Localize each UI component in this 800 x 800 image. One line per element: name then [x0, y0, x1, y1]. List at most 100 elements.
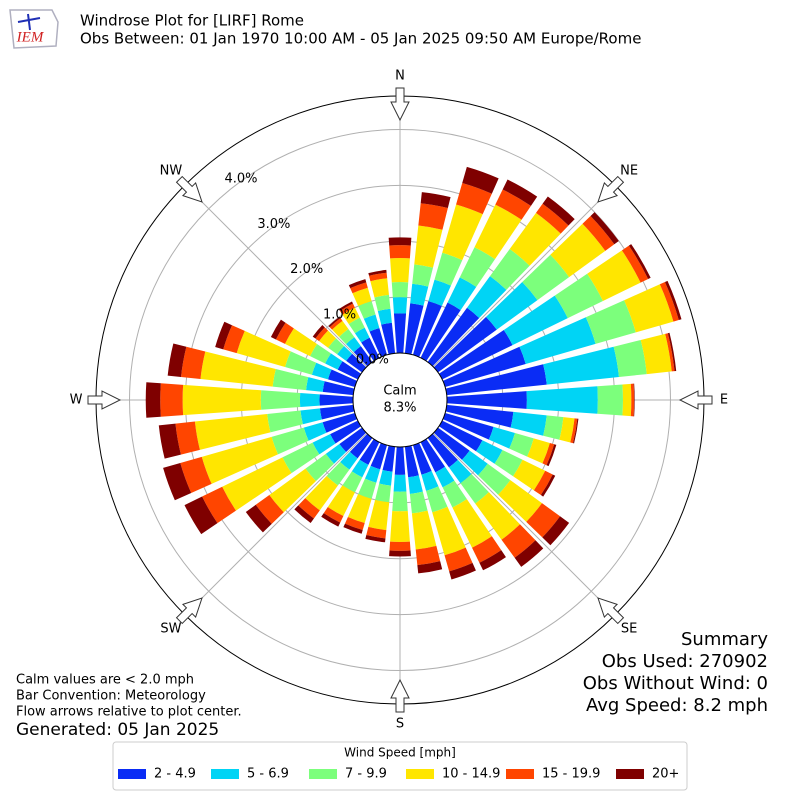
bar-segment	[381, 322, 396, 355]
bar-segment	[427, 433, 458, 468]
bar-segment	[526, 503, 561, 538]
bar-segment	[346, 337, 361, 353]
bar-segment	[519, 317, 596, 364]
flow-arrow	[597, 175, 625, 203]
arrow-shape	[678, 390, 713, 410]
bar-segment	[404, 303, 424, 355]
bar-segment	[180, 456, 212, 493]
bar-segment	[349, 433, 373, 459]
bar-segment	[434, 252, 463, 286]
bar-segment	[630, 383, 635, 417]
bar-segment	[315, 327, 329, 342]
bar-segment	[322, 412, 358, 433]
bar-segment	[390, 510, 410, 542]
bar-segment	[414, 225, 443, 268]
bar-segment	[659, 282, 679, 322]
bar-segment	[420, 192, 451, 209]
bar-segment	[389, 245, 411, 259]
flow-arrow	[390, 678, 410, 713]
legend-swatch	[506, 769, 534, 779]
bar-segment	[503, 295, 568, 346]
bar-segment	[350, 282, 368, 294]
bar-segment	[321, 513, 341, 527]
bar-segment	[514, 540, 544, 567]
bar-segment	[270, 319, 286, 340]
bar-segment	[472, 536, 502, 563]
bar-segment	[442, 346, 526, 388]
bar-segment	[442, 480, 467, 508]
bar-segment	[393, 313, 407, 354]
bar-segment	[570, 418, 578, 444]
bar-segment	[312, 434, 336, 455]
bar-segment	[542, 442, 555, 466]
bar-segment	[475, 492, 520, 540]
bar-segment	[526, 386, 598, 414]
bar-segment	[245, 504, 272, 533]
bar-segment	[284, 328, 318, 357]
calm-circle	[352, 352, 448, 448]
bar-segment	[303, 422, 327, 441]
bar-segment	[369, 327, 388, 358]
bar-segment	[447, 277, 477, 311]
bar-segment	[412, 442, 432, 475]
bar-segment	[348, 279, 367, 289]
bar-segment	[412, 301, 442, 358]
bar-segment	[452, 499, 492, 548]
bar-segment	[327, 485, 355, 517]
bar-segment	[420, 438, 446, 473]
bar-segment	[640, 333, 672, 375]
bar-segment	[597, 384, 623, 416]
legend-label: 5 - 6.9	[247, 767, 289, 782]
arrow-shape	[175, 175, 203, 203]
radial-grid-line	[184, 432, 368, 616]
bar-segment	[358, 478, 377, 499]
bar-segment	[501, 524, 536, 558]
legend-label: 7 - 9.9	[345, 767, 387, 782]
chart-title: Windrose Plot for [LIRF] Rome	[80, 12, 304, 30]
bar-segment	[426, 486, 448, 513]
bar-segment	[445, 364, 547, 396]
bar-segment	[322, 381, 355, 396]
bar-segment	[269, 468, 316, 513]
bar-segment	[305, 453, 335, 482]
bar-segment	[590, 212, 619, 245]
bar-segment	[352, 287, 372, 307]
bar-segment	[542, 196, 575, 226]
legend-label: 10 - 14.9	[442, 767, 500, 782]
bar-segment	[535, 203, 569, 234]
bar-segment	[370, 442, 388, 470]
bar-segment	[330, 420, 362, 444]
calm-value: 8.3%	[383, 401, 416, 416]
bar-segment	[327, 369, 358, 388]
legend-label: 20+	[652, 767, 679, 782]
direction-label: W	[70, 393, 83, 408]
bar-segment	[459, 247, 496, 287]
bar-segment	[486, 281, 538, 330]
bar-segment	[368, 499, 390, 531]
bar-segment	[275, 322, 294, 344]
bar-segment	[542, 516, 570, 546]
bar-segment	[369, 272, 388, 282]
arrow-shape	[87, 390, 122, 410]
bar-segment	[361, 337, 380, 362]
bar-segment	[326, 461, 350, 486]
chart-subtitle: Obs Between: 01 Jan 1970 10:00 AM - 05 J…	[80, 30, 641, 48]
flow-arrow	[597, 597, 625, 625]
bar-segment	[310, 344, 331, 364]
bar-segment	[559, 417, 575, 443]
bar-segment	[461, 450, 488, 476]
bar-segment	[370, 278, 389, 298]
bar-segment	[582, 215, 615, 251]
legend-swatch	[309, 769, 337, 779]
bar-segment	[438, 420, 483, 452]
bar-segment	[390, 258, 410, 283]
bar-segment	[474, 204, 522, 260]
legend-swatch	[211, 769, 239, 779]
bar-segment	[432, 506, 466, 556]
direction-label: SW	[160, 622, 181, 637]
bar-segment	[332, 320, 349, 337]
bar-segment	[522, 254, 570, 301]
bar-segment	[494, 449, 523, 477]
logo-text: IEM	[16, 29, 45, 45]
bar-segment	[448, 459, 472, 484]
